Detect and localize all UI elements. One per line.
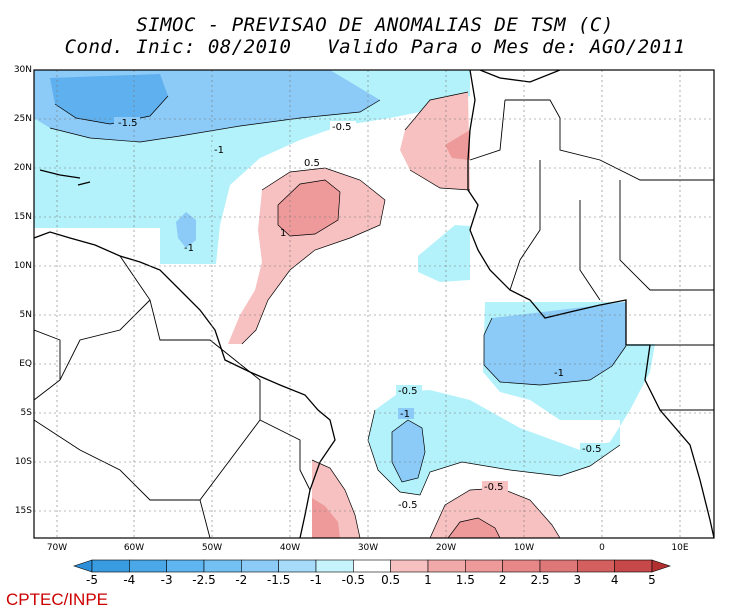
north-africa-outline — [479, 70, 561, 83]
contour-label: -0.5 — [484, 482, 504, 493]
colorbar-segment — [427, 559, 466, 573]
colorbar-label: 4 — [610, 573, 619, 587]
contour-label: -1 — [214, 145, 224, 156]
colorbar-segment — [577, 559, 615, 573]
lon-label: 50W — [201, 543, 223, 553]
colorbar-label: -3 — [160, 573, 173, 587]
africa-outline — [467, 70, 714, 538]
coastlines — [34, 70, 714, 538]
colorbar-label: 1.5 — [455, 573, 475, 587]
lat-label: 5S — [20, 408, 32, 418]
lat-label: 30N — [13, 65, 32, 75]
lon-label: 10E — [671, 543, 689, 553]
colorbar-end-right — [651, 559, 671, 573]
lat-label: 25N — [13, 114, 32, 124]
map-frame — [33, 69, 715, 539]
pos-region-south-core — [448, 518, 500, 538]
colorbar — [73, 559, 671, 573]
colorbar-label: 2.5 — [530, 573, 550, 587]
colorbar-segment — [241, 559, 279, 573]
lat-label: 10S — [14, 457, 32, 467]
colorbar-segment — [315, 559, 354, 573]
neg-region-west-spot — [176, 212, 196, 248]
lat-label: 15S — [14, 506, 32, 516]
colorbar-segment — [129, 559, 167, 573]
contour-label: -1 — [554, 368, 564, 379]
contour-label: 0.5 — [304, 158, 320, 169]
south-america-outline — [34, 231, 336, 538]
contour-label: -1.5 — [118, 118, 138, 129]
colorbar-end-left — [73, 559, 93, 573]
colorbar-segment — [91, 559, 130, 573]
caribbean-islands — [39, 169, 91, 186]
contour-label: -1 — [400, 409, 410, 420]
lat-label: 10N — [13, 261, 32, 271]
contour-label: -0.5 — [398, 500, 418, 511]
lat-label: 15N — [13, 212, 32, 222]
map-title: SIMOC - PREVISAO DE ANOMALIAS DE TSM (C) — [136, 14, 614, 36]
pos-region-central-core — [278, 180, 340, 236]
colorbar-segment — [465, 559, 503, 573]
contour-label: -0.5 — [398, 386, 418, 397]
colorbar-label: -1 — [310, 573, 322, 587]
colorbar-label: 2 — [498, 573, 507, 587]
lon-label: 10W — [513, 543, 535, 553]
country-borders — [34, 99, 714, 538]
colorbar-label: 1 — [424, 573, 432, 587]
footer-credit: CPTEC/INPE — [6, 590, 109, 609]
colorbar-label: 3 — [573, 573, 582, 587]
contour-label: -0.5 — [582, 444, 602, 455]
colorbar-segment — [203, 559, 242, 573]
colorbar-label: 5 — [648, 573, 656, 587]
lat-label: 5N — [19, 310, 32, 320]
contour-label: -1 — [184, 243, 194, 254]
graticule — [34, 70, 714, 538]
contour-label: -0.5 — [332, 122, 352, 133]
colorbar-label: -2.5 — [192, 573, 216, 587]
lat-label: EQ — [19, 359, 32, 369]
pos-region-southwest-core — [312, 498, 340, 538]
map-subtitle: Cond. Inic: 08/2010 Valido Para o Mes de… — [64, 36, 686, 58]
neg-region-south-core — [392, 420, 425, 482]
lat-label: 20N — [13, 163, 32, 173]
colorbar-segment — [278, 559, 317, 573]
pos-region-senegal — [400, 92, 470, 190]
colorbar-segment — [166, 559, 205, 573]
map-area — [34, 70, 714, 538]
neg-region-guinea — [418, 225, 470, 282]
colorbar-label: -5 — [86, 573, 98, 587]
colorbar-segment — [502, 559, 541, 573]
colorbar-label: -1.5 — [266, 573, 291, 587]
contour-label-group: -1.5 -1 -0.5 0.5 1 -1 -0.5 -1 -1 -0.5 -0… — [114, 117, 606, 511]
colorbar-label: 0.5 — [381, 573, 401, 587]
pos-region-central — [228, 168, 385, 344]
colorbar-segment — [353, 559, 391, 573]
colorbar-segment — [614, 559, 653, 573]
colorbar-segment — [539, 559, 578, 573]
lon-label: 40W — [279, 543, 301, 553]
lon-label: 20W — [435, 543, 457, 553]
colorbar-label: -0.5 — [341, 573, 366, 587]
colorbar-segment — [390, 559, 429, 573]
lon-label: 60W — [123, 543, 145, 553]
colorbar-label: -2 — [235, 573, 248, 587]
lon-label: 30W — [357, 543, 379, 553]
lon-label: 70W — [46, 543, 68, 553]
pos-region-senegal-core — [445, 130, 470, 160]
contour-label: 1 — [280, 228, 286, 239]
contour-lines — [49, 91, 627, 538]
colorbar-label: -4 — [123, 573, 136, 587]
neg-region-north-strong — [50, 74, 168, 124]
lon-label: 0 — [599, 543, 605, 553]
